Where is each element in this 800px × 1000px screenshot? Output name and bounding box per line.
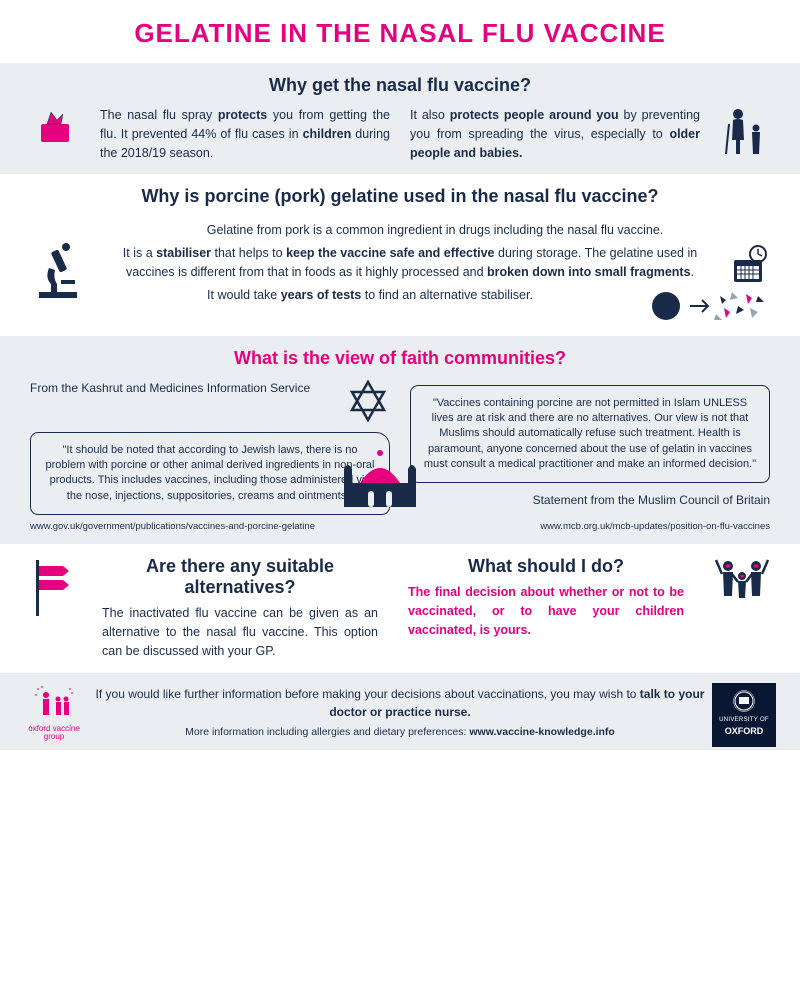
section-faith: What is the view of faith communities? F… [0, 336, 800, 545]
section-porcine: Why is porcine (pork) gelatine used in t… [0, 174, 800, 335]
jewish-source: From the Kashrut and Medicines Informati… [30, 381, 338, 397]
family-icon [714, 556, 770, 606]
jewish-url: www.gov.uk/government/publications/vacci… [30, 521, 390, 532]
page-title: GELATINE IN THE NASAL FLU VACCINE [0, 0, 800, 63]
fragments-icon [650, 288, 770, 324]
ovg-logo: oxford vaccine group [24, 685, 84, 741]
why-right-text: It also protects people around you by pr… [410, 106, 700, 162]
what-do-text: The final decision about whether or not … [408, 583, 684, 639]
heading-what-do: What should I do? [408, 556, 684, 577]
heading-porcine: Why is porcine (pork) gelatine used in t… [30, 186, 770, 207]
faith-muslim: "Vaccines containing porcine are not per… [410, 379, 770, 533]
microscope-icon [30, 240, 86, 300]
signpost-icon [30, 556, 72, 616]
muslim-url: www.mcb.org.uk/mcb-updates/position-on-f… [410, 521, 770, 532]
alternatives-col: Are there any suitable alternatives? The… [102, 556, 378, 660]
what-do-col: What should I do? The final decision abo… [408, 556, 684, 639]
porcine-line2: It is a stabiliser that helps to keep th… [100, 244, 770, 282]
alternatives-text: The inactivated flu vaccine can be given… [102, 604, 378, 660]
heading-faith: What is the view of faith communities? [30, 348, 770, 369]
section-alternatives: Are there any suitable alternatives? The… [0, 544, 800, 672]
jewish-quote: "It should be noted that according to Je… [30, 432, 390, 516]
footer-line1: If you would like further information be… [90, 685, 710, 721]
footer: oxford vaccine group If you would like f… [0, 673, 800, 751]
section-why-vaccine: Why get the nasal flu vaccine? The nasal… [0, 63, 800, 174]
oxford-logo: UNIVERSITY OF OXFORD [712, 683, 776, 747]
tissue-box-icon [30, 106, 80, 146]
faith-jewish: From the Kashrut and Medicines Informati… [30, 379, 390, 533]
clock-calendar-icon [730, 244, 770, 284]
heading-why: Why get the nasal flu vaccine? [30, 75, 770, 96]
star-of-david-icon [346, 379, 390, 426]
muslim-source: Statement from the Muslim Council of Bri… [430, 493, 770, 509]
porcine-line1: Gelatine from pork is a common ingredien… [100, 221, 770, 240]
footer-line2: More information including allergies and… [90, 725, 710, 741]
muslim-quote: "Vaccines containing porcine are not per… [410, 385, 770, 484]
mosque-icon [340, 439, 420, 509]
elderly-child-icon [720, 106, 770, 156]
heading-alternatives: Are there any suitable alternatives? [102, 556, 378, 598]
why-left-text: The nasal flu spray protects you from ge… [100, 106, 390, 162]
